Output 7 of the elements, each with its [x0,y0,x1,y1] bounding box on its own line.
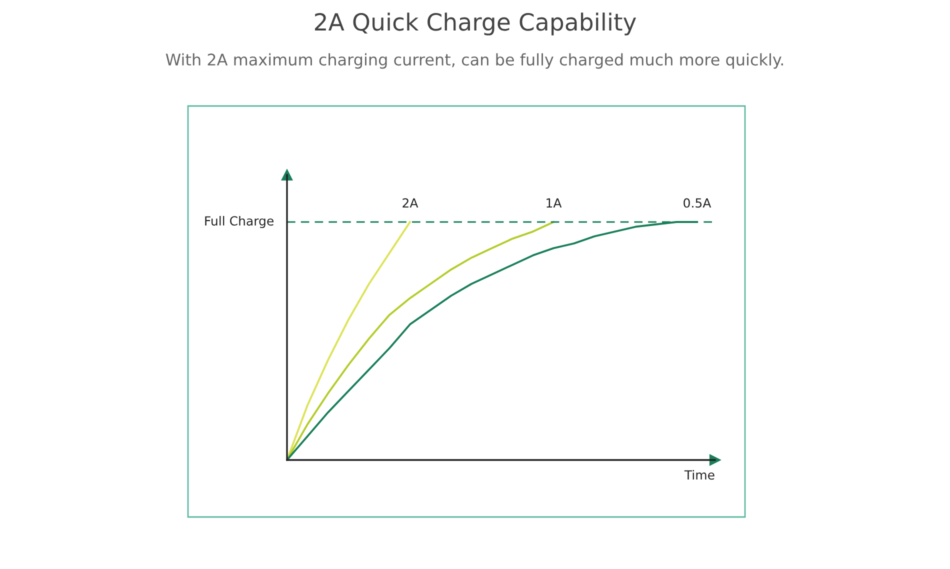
series-label: 1A [546,198,562,208]
x-axis-title: Time [684,470,714,480]
chart-subtitle: With 2A maximum charging current, can be fully charged much more quickly. [166,53,783,69]
series-label: 2A [402,198,418,208]
chart-title: 2A Quick Charge Capability [314,12,636,36]
series-label: 0.5A [684,198,712,208]
ref-line-label: Full Charge [205,216,274,228]
